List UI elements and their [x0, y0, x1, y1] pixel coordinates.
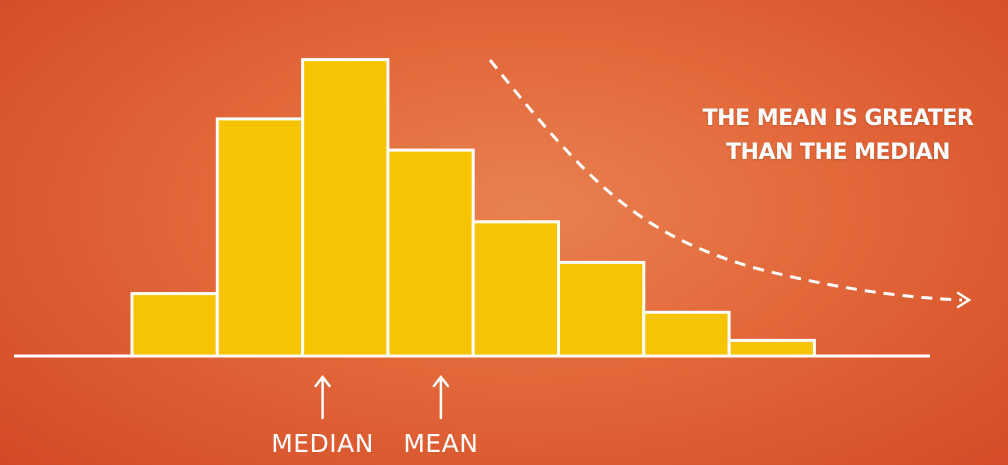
histogram-bar-6 [557, 260, 646, 358]
annotation-line-1: THE MEAN IS GREATER [702, 106, 974, 131]
markers-group: MEDIAN MEAN [271, 374, 478, 458]
mean-up-arrow-icon [432, 374, 450, 420]
right-tail-arrowhead-icon [956, 291, 972, 309]
median-label: MEDIAN [271, 429, 374, 458]
bars-group [130, 58, 816, 358]
mean-label: MEAN [403, 429, 478, 458]
mean-marker: MEAN [403, 374, 478, 458]
histogram-bar-7 [642, 310, 731, 358]
histogram-bar-3 [301, 58, 390, 358]
median-marker: MEDIAN [271, 374, 374, 458]
histogram-bar-2 [215, 117, 305, 358]
right-tail-dashed-arrow [488, 59, 963, 302]
histogram-bar-1 [130, 292, 219, 358]
histogram-bar-4 [386, 148, 475, 358]
mean-greater-annotation: THE MEAN IS GREATER THAN THE MEDIAN [688, 102, 988, 170]
histogram-bar-5 [471, 220, 561, 358]
annotation-line-2: THAN THE MEDIAN [726, 140, 950, 165]
median-up-arrow-icon [314, 374, 331, 420]
histogram-bar-8 [727, 338, 816, 358]
